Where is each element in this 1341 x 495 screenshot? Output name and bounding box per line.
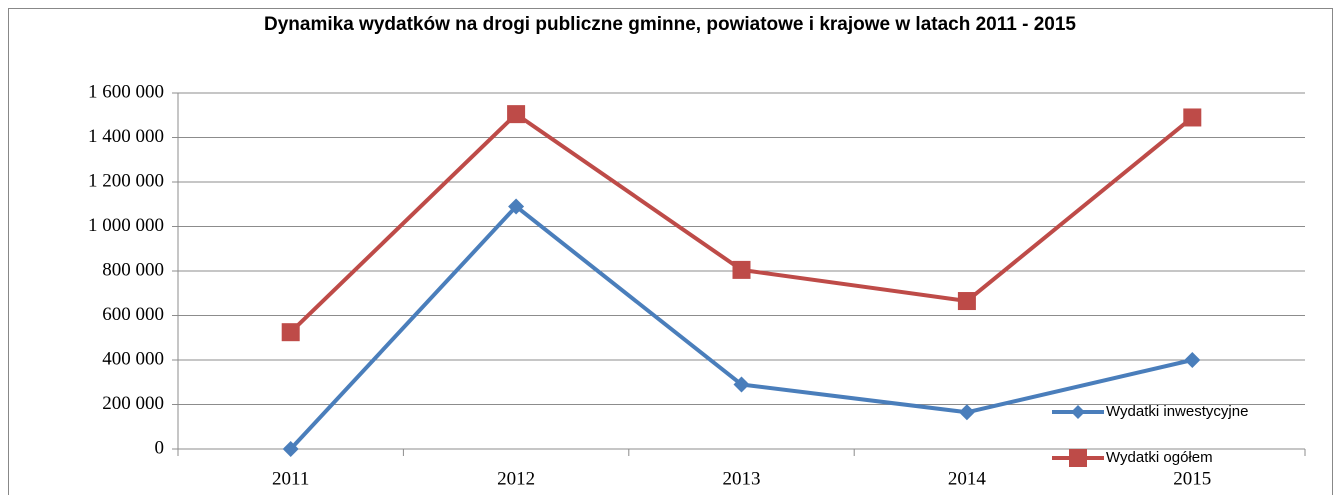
y-tick-label: 1 200 000 xyxy=(88,170,164,191)
marker xyxy=(958,404,975,421)
chart-frame xyxy=(8,8,1333,495)
y-tick-label: 400 000 xyxy=(102,348,164,369)
y-tick-label: 0 xyxy=(155,437,165,458)
legend-marker xyxy=(1071,405,1085,419)
legend-label: Wydatki ogółem xyxy=(1106,449,1213,466)
y-tick-label: 1 400 000 xyxy=(88,126,164,147)
x-tick-label: 2013 xyxy=(723,468,761,489)
marker xyxy=(508,198,525,215)
marker xyxy=(1184,352,1201,368)
marker xyxy=(507,105,526,124)
marker xyxy=(281,323,300,342)
y-tick-label: 1 000 000 xyxy=(88,215,164,236)
marker xyxy=(733,376,750,393)
legend-marker xyxy=(1069,449,1087,467)
marker xyxy=(732,260,751,279)
marker xyxy=(1183,108,1202,127)
marker xyxy=(282,441,299,457)
y-tick-label: 600 000 xyxy=(102,304,164,325)
y-tick-label: 1 600 000 xyxy=(88,81,164,102)
chart-title: Dynamika wydatków na drogi publiczne gmi… xyxy=(264,14,1076,35)
series-line xyxy=(289,112,1194,334)
y-tick-label: 800 000 xyxy=(102,259,164,280)
x-tick-label: 2012 xyxy=(497,468,535,489)
x-tick-label: 2011 xyxy=(272,468,309,489)
x-tick-label: 2015 xyxy=(1173,468,1211,489)
y-tick-label: 200 000 xyxy=(102,393,164,414)
legend-label: Wydatki inwestycyjne xyxy=(1106,403,1248,420)
x-tick-label: 2014 xyxy=(948,468,987,489)
marker xyxy=(957,292,976,311)
